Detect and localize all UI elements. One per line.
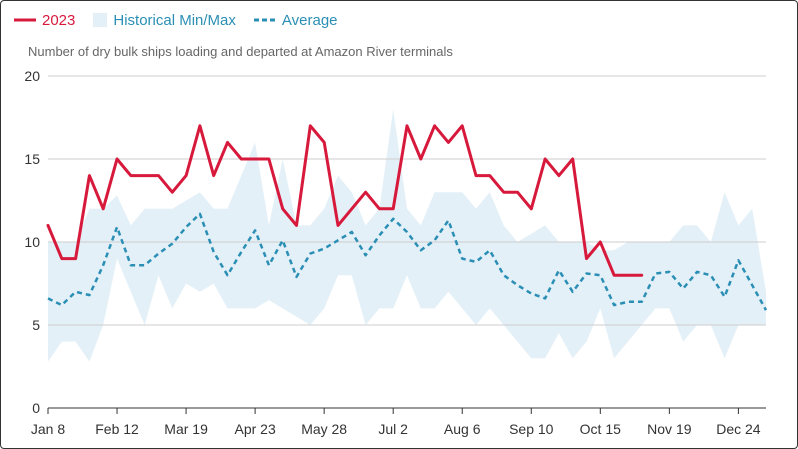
series-2023-line — [46, 124, 644, 277]
x-tick-label: Aug 6 — [444, 421, 481, 437]
legend-band-square-icon — [93, 13, 108, 27]
y-tick-label: 15 — [24, 151, 40, 167]
average-layer — [47, 212, 768, 311]
y-tick-label: 20 — [24, 68, 40, 84]
legend-label-2023: 2023 — [42, 11, 76, 29]
x-tick-label: Jan 8 — [31, 421, 65, 437]
historical-min-max-band — [48, 109, 766, 362]
gridlines: 0 5 10 15 20 — [24, 68, 766, 416]
y-tick-label: 0 — [32, 400, 40, 416]
legend-item-historical-min-max[interactable]: Historical Min/Max — [93, 12, 236, 29]
legend-item-2023[interactable]: 2023 — [14, 12, 75, 29]
chart-subtitle: Number of dry bulk ships loading and dep… — [28, 44, 453, 59]
x-tick-label: Jul 2 — [378, 421, 408, 437]
legend-label-historical-min-max: Historical Min/Max — [113, 11, 236, 29]
axes: Jan 8 Feb 12 Mar 19 Apr 23 May 28 Jul 2 Aug 6 S… — [31, 407, 766, 437]
current-year-layer — [46, 124, 644, 277]
x-tick-label: Apr 23 — [234, 421, 275, 437]
x-tick-label: Mar 19 — [164, 421, 208, 437]
y-tick-label: 5 — [32, 317, 40, 333]
x-tick-label: Nov 19 — [647, 421, 692, 437]
x-tick-label: May 28 — [301, 421, 347, 437]
x-tick-label: Sep 10 — [509, 421, 554, 437]
legend-line-dashed-icon — [253, 18, 276, 22]
legend: 2023 Historical Min/Max Average — [14, 10, 356, 30]
legend-item-average[interactable]: Average — [253, 11, 338, 29]
legend-label-average: Average — [281, 11, 338, 29]
band-layer — [48, 109, 766, 362]
x-tick-label: Feb 12 — [95, 421, 139, 437]
series-average-line — [47, 212, 768, 311]
y-tick-label: 10 — [24, 234, 40, 250]
x-tick-label: Dec 24 — [716, 421, 761, 437]
legend-line-solid-icon — [14, 18, 36, 22]
x-tick-label: Oct 15 — [580, 421, 621, 437]
